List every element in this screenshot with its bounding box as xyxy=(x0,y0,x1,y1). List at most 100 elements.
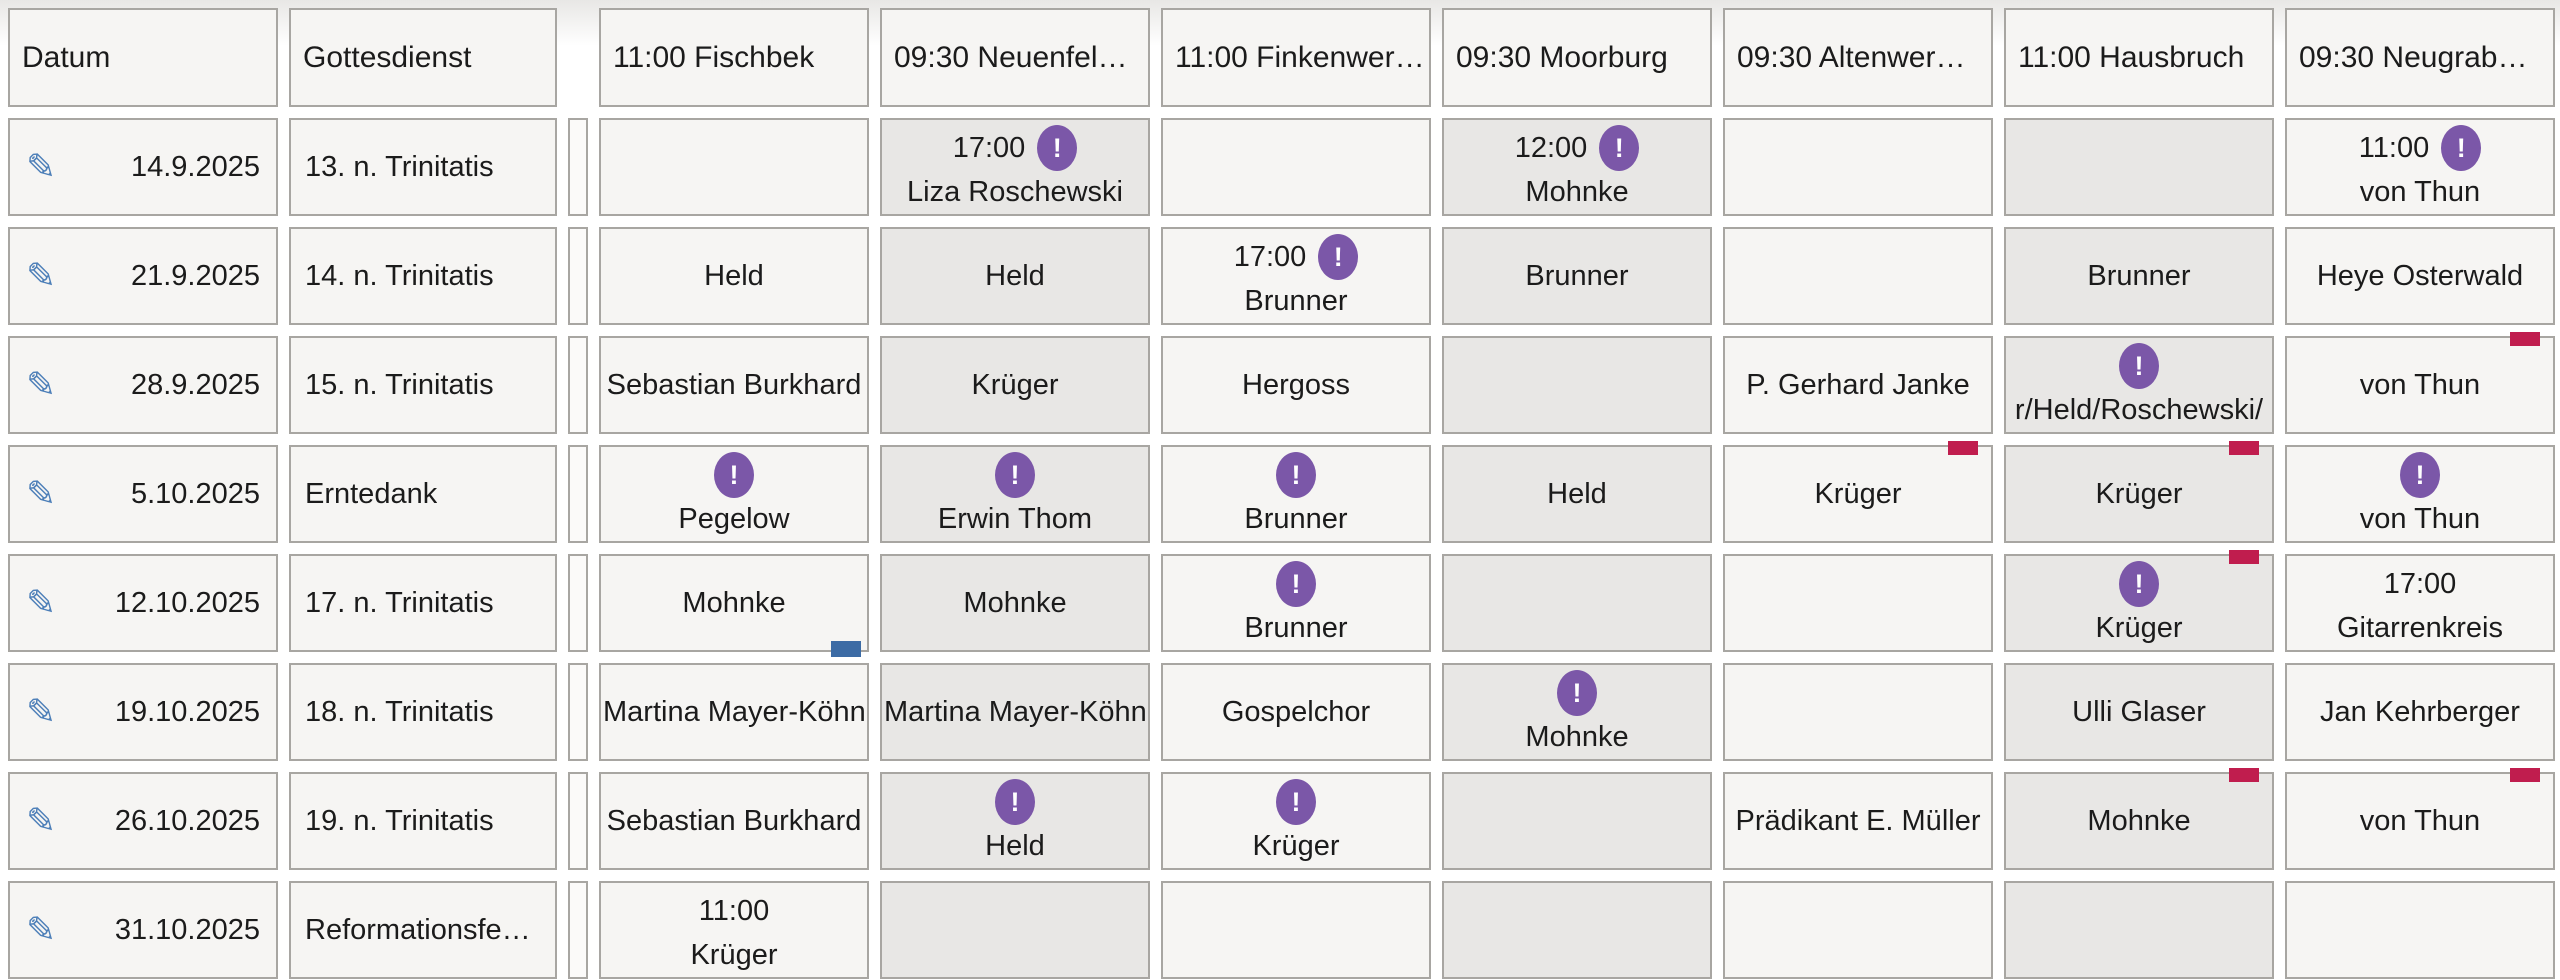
schedule-cell[interactable]: Sebastian Burkhard xyxy=(599,772,869,870)
schedule-cell[interactable]: Held xyxy=(880,227,1150,325)
schedule-cell[interactable]: P. Gerhard Janke xyxy=(1723,336,1993,434)
schedule-cell[interactable]: Heye Osterwald xyxy=(2285,227,2555,325)
schedule-cell[interactable]: 17:00! Liza Roschewski xyxy=(880,118,1150,216)
schedule-cell[interactable] xyxy=(1161,118,1431,216)
assignee-name-label: r/Held/Roschewski/ xyxy=(2014,394,2264,426)
schedule-cell-topline: 11:00! xyxy=(2359,123,2482,173)
schedule-cell[interactable] xyxy=(1161,881,1431,979)
schedule-cell[interactable]: ! Krüger xyxy=(1161,772,1431,870)
schedule-cell[interactable] xyxy=(1723,118,1993,216)
edit-pencil-icon[interactable]: ✎ xyxy=(26,473,57,514)
date-cell[interactable]: ✎ 14.9.2025 xyxy=(8,118,278,216)
schedule-cell[interactable]: Mohnke xyxy=(2004,768,2274,870)
schedule-cell[interactable]: ! r/Held/Roschewski/ xyxy=(2004,336,2274,434)
assignee-name-label: Held xyxy=(1547,478,1607,510)
schedule-cell[interactable]: Ulli Glaser xyxy=(2004,663,2274,761)
date-cell[interactable]: ✎ 12.10.2025 xyxy=(8,554,278,652)
alert-badge-icon: ! xyxy=(2119,561,2159,607)
schedule-cell[interactable]: Krüger xyxy=(880,336,1150,434)
service-name-cell[interactable]: 18. n. Trinitatis xyxy=(289,663,557,761)
date-cell[interactable]: ✎ 28.9.2025 xyxy=(8,336,278,434)
schedule-cell[interactable] xyxy=(1723,881,1993,979)
row-spacer-cell xyxy=(568,554,588,652)
edit-pencil-icon[interactable]: ✎ xyxy=(26,146,57,187)
schedule-cell[interactable]: ! Brunner xyxy=(1161,445,1431,543)
schedule-cell[interactable]: Prädikant E. Müller xyxy=(1723,772,1993,870)
service-name-cell[interactable]: 14. n. Trinitatis xyxy=(289,227,557,325)
date-cell[interactable]: ✎ 31.10.2025 xyxy=(8,881,278,979)
schedule-cell[interactable]: ! Krüger xyxy=(2004,550,2274,652)
row-spacer-cell xyxy=(568,445,588,543)
schedule-cell[interactable]: 17:00! Brunner xyxy=(1161,227,1431,325)
schedule-cell[interactable]: Mohnke xyxy=(599,554,869,657)
edit-pencil-icon[interactable]: ✎ xyxy=(26,255,57,296)
red-flag-marker xyxy=(2510,768,2540,782)
schedule-cell[interactable]: 11:00! von Thun xyxy=(2285,118,2555,216)
schedule-cell[interactable]: Martina Mayer-Köhn xyxy=(599,663,869,761)
schedule-cell[interactable]: Held xyxy=(1442,445,1712,543)
schedule-cell[interactable]: Sebastian Burkhard xyxy=(599,336,869,434)
schedule-cell[interactable] xyxy=(1442,881,1712,979)
schedule-cell[interactable]: Held xyxy=(599,227,869,325)
schedule-cell[interactable]: 11:00 Krüger xyxy=(599,881,869,979)
service-name-cell[interactable]: 19. n. Trinitatis xyxy=(289,772,557,870)
schedule-cell[interactable] xyxy=(880,881,1150,979)
schedule-cell[interactable]: 12:00! Mohnke xyxy=(1442,118,1712,216)
schedule-cell[interactable]: Krüger xyxy=(1723,441,1993,543)
schedule-cell[interactable] xyxy=(1442,336,1712,434)
assignee-name-label: Brunner xyxy=(1525,260,1629,292)
schedule-cell[interactable] xyxy=(2004,881,2274,979)
date-cell[interactable]: ✎ 26.10.2025 xyxy=(8,772,278,870)
schedule-cell[interactable]: von Thun xyxy=(2285,768,2555,870)
schedule-cell[interactable]: Martina Mayer-Köhn xyxy=(880,663,1150,761)
column-header: Datum xyxy=(8,8,278,107)
schedule-cell[interactable] xyxy=(1442,554,1712,652)
schedule-cell[interactable]: ! Mohnke xyxy=(1442,663,1712,761)
schedule-cell[interactable] xyxy=(1723,227,1993,325)
service-name-cell[interactable]: 17. n. Trinitatis xyxy=(289,554,557,652)
schedule-cell[interactable] xyxy=(599,118,869,216)
service-name-label: 15. n. Trinitatis xyxy=(305,368,494,401)
schedule-cell-topline: ! xyxy=(1276,777,1316,827)
date-cell[interactable]: ✎ 19.10.2025 xyxy=(8,663,278,761)
schedule-cell[interactable] xyxy=(1723,663,1993,761)
edit-pencil-icon[interactable]: ✎ xyxy=(26,800,57,841)
schedule-cell[interactable]: Krüger xyxy=(2004,441,2274,543)
service-name-cell[interactable]: 13. n. Trinitatis xyxy=(289,118,557,216)
service-name-cell[interactable]: 15. n. Trinitatis xyxy=(289,336,557,434)
schedule-cell[interactable]: von Thun xyxy=(2285,332,2555,434)
schedule-cell-topline: 17:00! xyxy=(953,123,1078,173)
schedule-cell[interactable]: ! Held xyxy=(880,772,1150,870)
edit-pencil-icon[interactable]: ✎ xyxy=(26,364,57,405)
service-name-label: 18. n. Trinitatis xyxy=(305,695,494,728)
schedule-cell[interactable]: ! Pegelow xyxy=(599,445,869,543)
schedule-cell[interactable] xyxy=(2285,881,2555,979)
schedule-cell[interactable]: Brunner xyxy=(2004,227,2274,325)
date-cell[interactable]: ✎ 21.9.2025 xyxy=(8,227,278,325)
row-spacer-cell xyxy=(568,336,588,434)
schedule-cell[interactable]: ! von Thun xyxy=(2285,445,2555,543)
date-cell[interactable]: ✎ 5.10.2025 xyxy=(8,445,278,543)
schedule-cell-topline: ! xyxy=(714,450,754,500)
alert-badge-icon: ! xyxy=(1276,452,1316,498)
schedule-cell[interactable]: Mohnke xyxy=(880,554,1150,652)
schedule-cell[interactable]: 17:00 Gitarrenkreis xyxy=(2285,554,2555,652)
service-name-cell[interactable]: Erntedank xyxy=(289,445,557,543)
schedule-cell[interactable]: Brunner xyxy=(1442,227,1712,325)
schedule-cell[interactable]: Hergoss xyxy=(1161,336,1431,434)
schedule-cell[interactable]: ! Brunner xyxy=(1161,554,1431,652)
alert-badge-icon: ! xyxy=(2441,125,2482,171)
schedule-cell[interactable] xyxy=(2004,118,2274,216)
service-name-cell[interactable]: Reformationsfe… xyxy=(289,881,557,979)
service-schedule-grid: Datum Gottesdienst 11:00 Fischbek 09:30 Neu… xyxy=(8,8,2555,979)
schedule-cell-topline: ! xyxy=(2400,450,2440,500)
schedule-cell[interactable]: Gospelchor xyxy=(1161,663,1431,761)
edit-pencil-icon[interactable]: ✎ xyxy=(26,691,57,732)
schedule-cell[interactable]: Jan Kehrberger xyxy=(2285,663,2555,761)
edit-pencil-icon[interactable]: ✎ xyxy=(26,909,57,950)
schedule-cell[interactable] xyxy=(1442,772,1712,870)
schedule-cell-topline: ! xyxy=(2119,341,2159,391)
schedule-cell[interactable]: ! Erwin Thom xyxy=(880,445,1150,543)
edit-pencil-icon[interactable]: ✎ xyxy=(26,582,57,623)
schedule-cell[interactable] xyxy=(1723,554,1993,652)
